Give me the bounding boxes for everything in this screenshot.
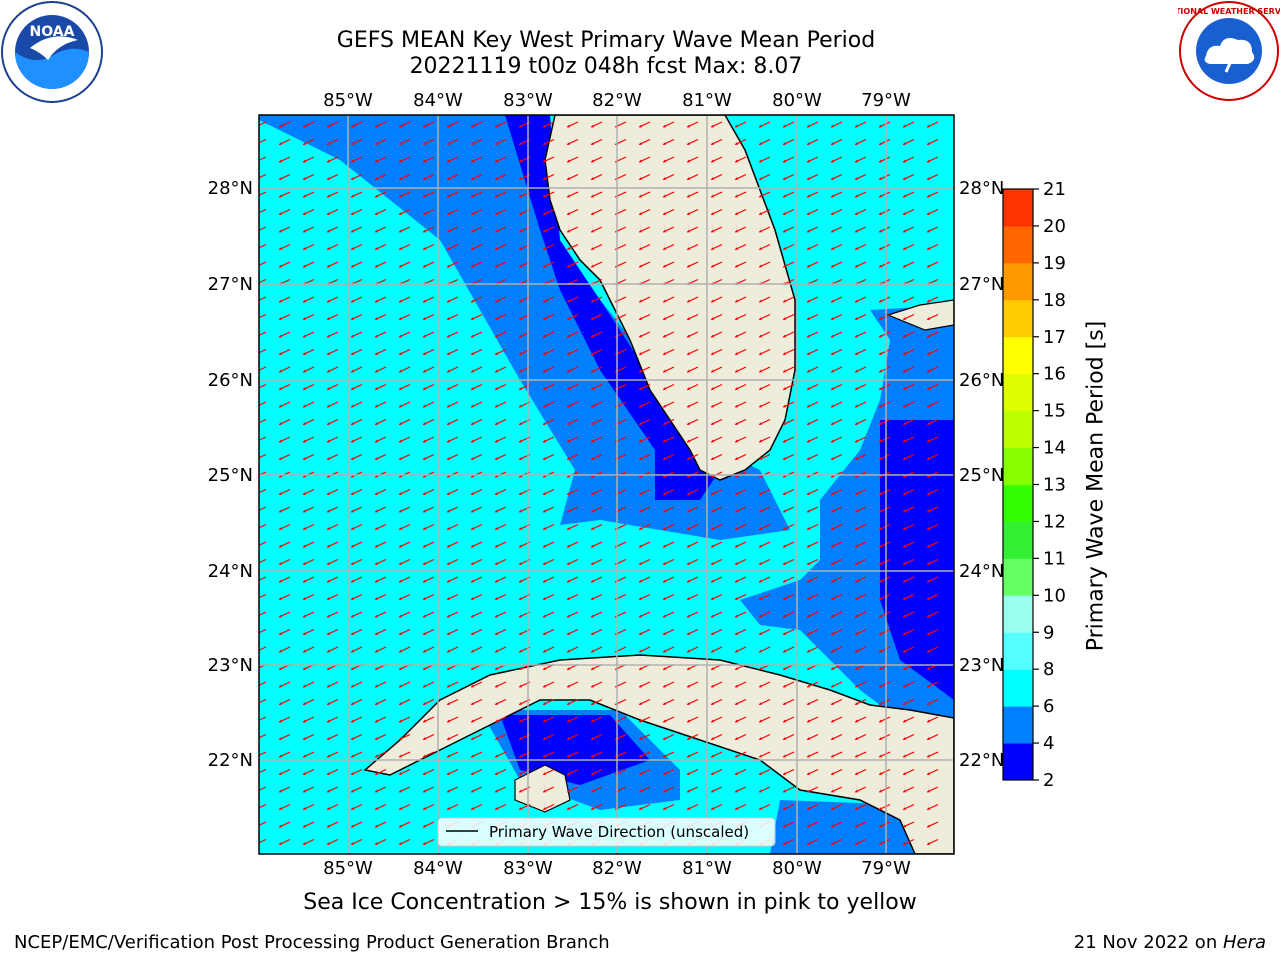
colorbar-tick-label: 20 [1043,216,1066,237]
colorbar-segment [1003,225,1033,264]
lon-label-bottom: 81°W [682,858,732,879]
colorbar-tick-label: 6 [1043,696,1054,717]
nws-logo-text: NATIONAL WEATHER SERVICE [1178,7,1280,16]
footer-branch: NCEP/EMC/Verification Post Processing Pr… [14,932,610,953]
colorbar-tick-label: 19 [1043,253,1066,274]
latitude-labels-left: 28°N 27°N 26°N 25°N 24°N 23°N 22°N [208,178,253,771]
lon-label-bottom: 84°W [413,858,463,879]
lat-label-right: 24°N [959,561,1004,582]
lat-label-right: 26°N [959,370,1004,391]
colorbar-segment [1003,410,1033,449]
lat-label-right: 22°N [959,750,1004,771]
colorbar-title: Primary Wave Mean Period [s] [1083,320,1109,652]
lon-label-top: 83°W [503,90,553,111]
map-frame [258,114,955,855]
colorbar-segment [1003,336,1033,375]
lat-label-right: 28°N [959,178,1004,199]
colorbar-segment [1003,447,1033,485]
map-legend: Primary Wave Direction (unscaled) [437,817,776,847]
colorbar-segment [1003,373,1033,412]
colorbar-tick-label: 2 [1043,770,1054,791]
colorbar-segment [1003,521,1033,559]
cuba-land [363,654,954,854]
florida-land [544,115,796,481]
sea-ice-note: Sea Ice Concentration > 15% is shown in … [303,890,917,915]
lat-label-left: 28°N [208,178,253,199]
colorbar-tick-label: 13 [1043,475,1066,496]
colorbar-segment [1003,595,1033,633]
footer-date-text: 21 Nov 2022 on [1073,932,1223,953]
colorbar: 2 4 6 8 9 10 11 12 13 14 15 16 17 18 19 20 21 [1002,179,1066,791]
colorbar-segment [1003,262,1033,301]
colorbar-tick-label: 17 [1043,327,1066,348]
noaa-logo-text: NOAA [30,24,75,40]
colorbar-tick-label: 8 [1043,659,1054,680]
colorbar-tick-label: 10 [1043,585,1066,606]
noaa-logo: NOAA [1,1,103,103]
ocean-dark-area-atlantic [880,420,954,700]
colorbar-tick-label: 16 [1043,364,1066,385]
colorbar-segment [1003,743,1033,781]
legend-label: Primary Wave Direction (unscaled) [489,823,749,841]
lon-label-bottom: 85°W [323,858,373,879]
latitude-labels-right: 28°N 27°N 26°N 25°N 24°N 23°N 22°N [959,178,1004,771]
colorbar-segment [1003,299,1033,338]
ocean-dark-area-cuba [500,715,650,785]
lat-label-right: 27°N [959,274,1004,295]
longitude-labels-top: 85°W 84°W 83°W 82°W 81°W 80°W 79°W [323,90,911,111]
nws-logo: NATIONAL WEATHER SERVICE [1178,1,1280,101]
lat-label-right: 25°N [959,465,1004,486]
colorbar-tick-label: 9 [1043,622,1054,643]
colorbar-segment [1003,558,1033,596]
colorbar-tick-label: 11 [1043,548,1066,569]
lon-label-bottom: 82°W [592,858,642,879]
lon-label-top: 80°W [772,90,822,111]
colorbar-tick-label: 15 [1043,401,1066,422]
lat-label-right: 23°N [959,655,1004,676]
lat-label-left: 22°N [208,750,253,771]
lon-label-bottom: 79°W [861,858,911,879]
colorbar-tick-label: 21 [1043,179,1066,200]
colorbar-tick-label: 4 [1043,733,1054,754]
lat-label-left: 23°N [208,655,253,676]
chart-title-line2: 20221119 t00z 048h fcst Max: 8.07 [409,54,803,79]
longitude-labels-bottom: 85°W 84°W 83°W 82°W 81°W 80°W 79°W [323,858,911,879]
colorbar-tick-label: 18 [1043,290,1066,311]
colorbar-segment [1003,484,1033,522]
lon-label-bottom: 80°W [772,858,822,879]
lon-label-bottom: 83°W [503,858,553,879]
lat-label-left: 25°N [208,465,253,486]
colorbar-segment [1003,669,1033,707]
graticule [259,115,954,854]
colorbar-segment [1003,189,1033,227]
lat-label-left: 27°N [208,274,253,295]
bahamas-land [886,299,954,331]
lon-label-top: 79°W [861,90,911,111]
colorbar-segment [1003,706,1033,744]
lon-label-top: 81°W [682,90,732,111]
wave-direction-arrows [259,121,939,846]
lon-label-top: 84°W [413,90,463,111]
lon-label-top: 82°W [592,90,642,111]
footer-machine: Hera [1222,932,1266,953]
colorbar-tick-label: 12 [1043,511,1066,532]
chart-title-line1: GEFS MEAN Key West Primary Wave Mean Per… [336,28,876,53]
colorbar-tick-label: 14 [1043,438,1066,459]
footer-date: 21 Nov 2022 on Hera [1074,932,1266,953]
colorbar-segment [1003,632,1033,670]
lat-label-left: 26°N [208,370,253,391]
lon-label-top: 85°W [323,90,373,111]
lat-label-left: 24°N [208,561,253,582]
